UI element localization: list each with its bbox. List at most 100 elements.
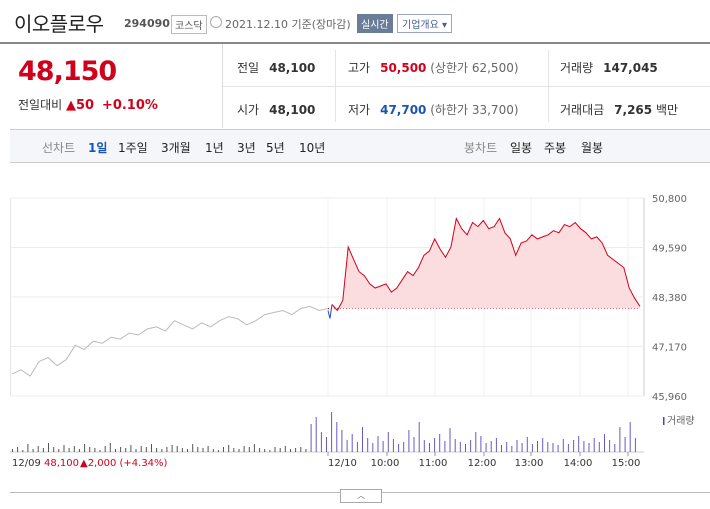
volume-bar [331,412,333,452]
tab-10y[interactable]: 10년 [299,141,326,155]
volume-bar [573,440,575,452]
volume-bar [99,450,101,452]
volume-bar [27,444,29,452]
y-tick-label: 50,800 [652,194,687,205]
volume-bar [104,446,106,452]
volume-bar [429,443,430,452]
realtime-button[interactable]: 실시간 [357,14,393,33]
volume-bar [300,447,302,452]
stats-divider [223,86,710,87]
volume-bar [109,443,111,452]
volume-bar [63,445,65,452]
volume-bar [418,422,420,452]
volume-bar [382,441,384,452]
volume-bar [259,448,261,452]
volume-bar [68,448,70,452]
volume-bar [320,432,322,452]
stock-code: 294090 [124,17,170,30]
volume-bar [557,445,559,452]
y-tick-label: 47,170 [652,343,687,354]
tab-daily[interactable]: 일봉 [510,141,533,155]
volume-bar [485,443,487,452]
volume-bar [526,437,528,452]
y-tick-label: 49,590 [652,244,687,255]
volume-bar [326,437,327,452]
volume-bar [53,447,55,452]
date-text: 2021.12.10 기준(장마감) [225,18,351,31]
prev-day-line [11,305,329,377]
volume-bar [465,444,466,452]
change-value: 50 [76,98,95,113]
collapse-button[interactable]: ︿ [340,489,382,503]
volume-bar [336,422,338,452]
prev-day-change: ▲2,000 (+4.34%) [80,458,168,469]
volume-bar [269,450,271,452]
tab-5y[interactable]: 5년 [266,141,285,155]
stat-prev-close: 전일 48,100 [237,61,316,75]
x-tick-label: 10:00 [371,458,400,469]
x-tick-label: 14:00 [564,458,593,469]
company-overview-dropdown[interactable]: 기업개요 ▾ [397,14,452,33]
stats-table: 전일 48,100 고가 50,500 (상한가 62,500) 거래량 147,04… [223,44,710,128]
volume-bar [125,448,127,452]
volume-bar [58,449,60,452]
volume-bar [537,441,538,452]
stats-col-divider [548,50,549,122]
tab-1y[interactable]: 1년 [205,141,224,155]
prev-day-close: 48,100 [44,458,79,469]
volume-bar [444,441,446,452]
volume-bar [243,446,245,452]
volume-bar [434,438,436,452]
volume-bar [475,432,477,452]
volume-bar [37,446,39,452]
volume-bar [439,434,441,452]
volume-bar [583,441,585,452]
volume-bar [629,422,631,452]
volume-bar [634,438,636,452]
volume-bar [207,446,209,452]
volume-bar [547,442,549,452]
volume-bar [372,443,374,452]
volume-bar [609,440,611,452]
volume-bar [171,445,173,452]
volume-bar [449,428,451,452]
x-tick-label: 15:00 [612,458,641,469]
volume-bar [413,437,415,452]
tab-weekly[interactable]: 주봉 [544,141,567,155]
today-line [331,217,641,312]
tab-1d[interactable]: 1일 [88,141,108,155]
volume-bar [562,439,564,452]
candle-chart-label: 봉차트 [464,141,498,155]
volume-bar [89,447,91,452]
volume-bar [290,449,291,452]
volume-bar [32,449,34,452]
volume-bar [176,446,178,452]
volume-bar [588,443,590,452]
volume-bar [501,445,502,452]
change-label: 전일대비 [18,98,63,112]
volume-bar [264,449,266,452]
tab-monthly[interactable]: 월봉 [581,141,604,155]
volume-bar [233,448,235,452]
volume-bar [145,447,147,452]
volume-bar [202,448,204,452]
volume-bar [12,449,13,452]
line-chart-label: 선차트 [42,141,76,155]
volume-bar [42,448,44,452]
stat-high: 고가 50,500 (상한가 62,500) [348,61,519,75]
volume-bar [593,438,595,452]
volume-bar [279,448,281,452]
tab-1w[interactable]: 1주일 [118,141,148,155]
y-tick-label: 45,960 [652,392,687,403]
x-tick-label: 12/10 [328,458,357,469]
volume-bar [624,437,626,452]
tab-3y[interactable]: 3년 [237,141,256,155]
volume-bar [377,436,379,452]
tab-3m[interactable]: 3개월 [161,141,191,155]
volume-bar [356,442,358,452]
volume-bar [387,432,389,452]
volume-bar [552,443,554,452]
volume-bar [459,442,461,452]
y-tick-label: 48,380 [652,293,687,304]
up-arrow-icon: ▲ [66,98,76,113]
